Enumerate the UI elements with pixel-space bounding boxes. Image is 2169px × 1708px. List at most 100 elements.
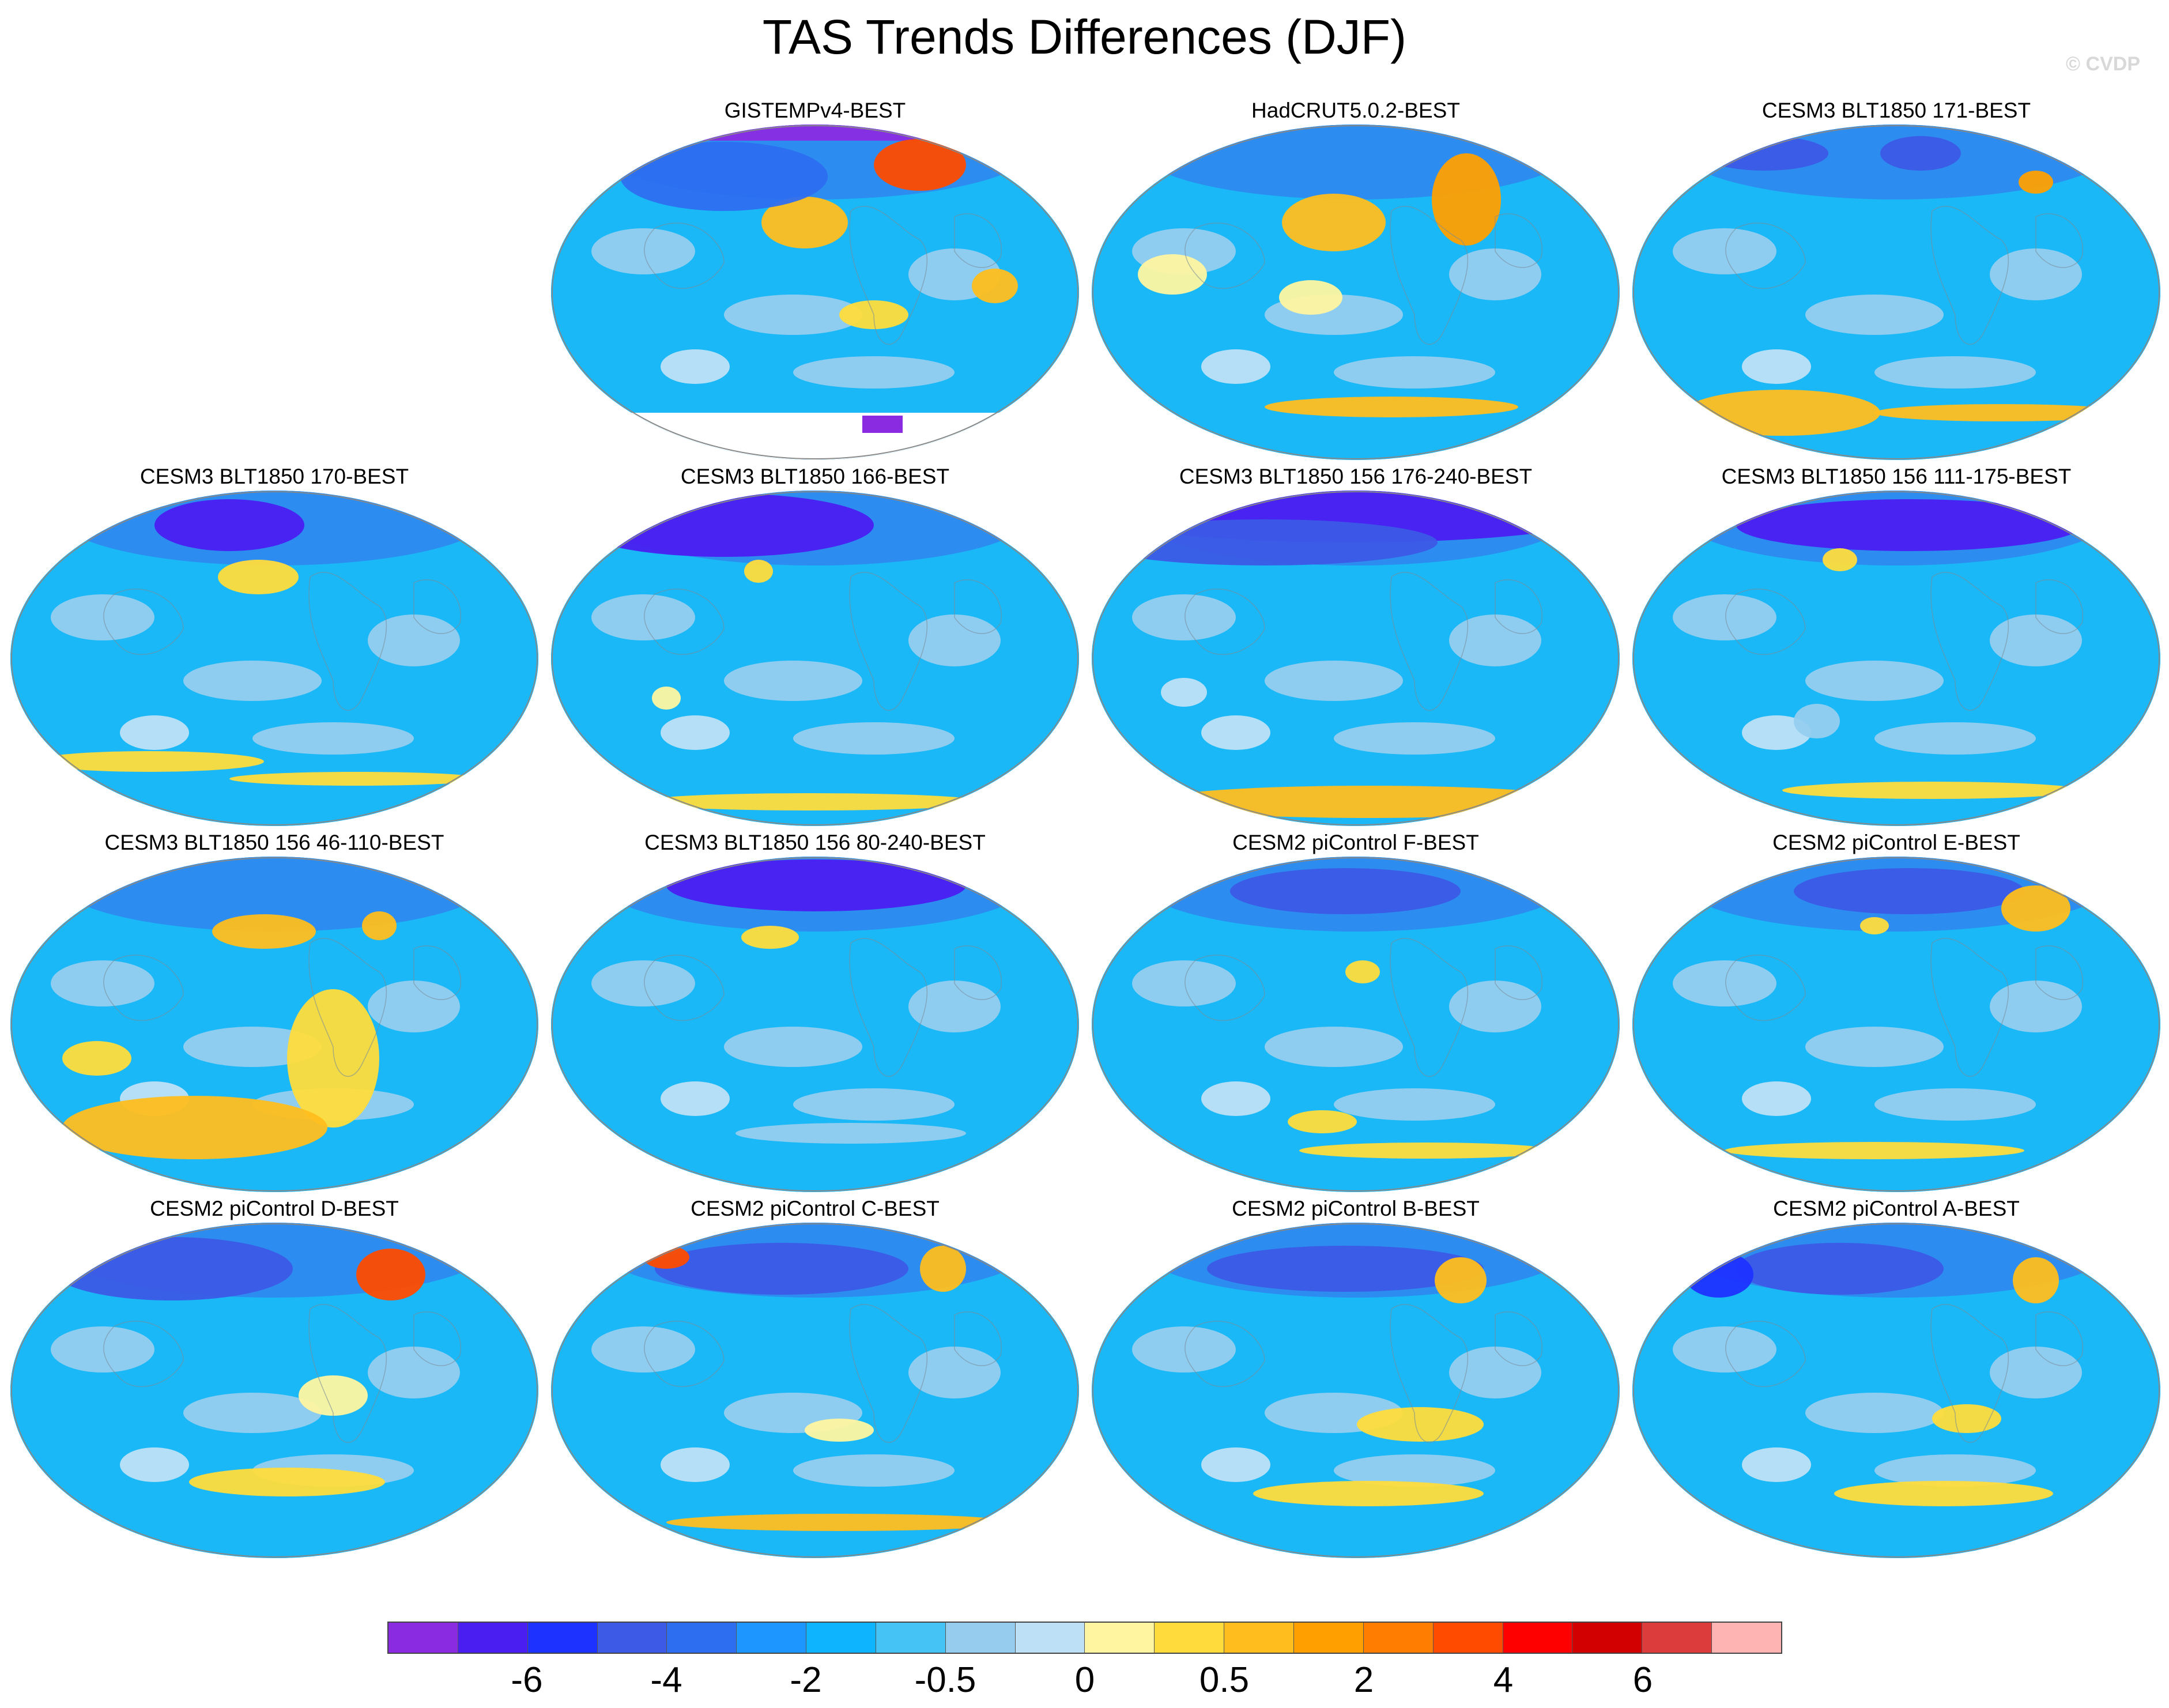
anomaly-region [643, 1246, 689, 1269]
anomaly-region [1132, 960, 1236, 1006]
anomaly-region [51, 1237, 293, 1300]
colorbar-tick-label: 4 [1493, 1660, 1514, 1700]
coastline [1185, 1304, 1543, 1443]
panel-title: GISTEMPv4-BEST [724, 99, 906, 122]
anomaly-region [1742, 715, 1811, 750]
colorbar-swatch [737, 1623, 807, 1653]
colorbar-swatch [945, 1623, 1016, 1653]
anomaly-region [666, 859, 966, 911]
anomaly-region [183, 661, 322, 701]
map-field [551, 857, 1079, 1192]
map-field [10, 857, 538, 1192]
anomaly-region [908, 614, 1001, 666]
map-outline [1092, 857, 1619, 1192]
map-field [1092, 491, 1620, 826]
anomaly-region [724, 1027, 862, 1067]
anomaly-region [1725, 1142, 2024, 1159]
anomaly-region [695, 125, 937, 141]
map-field [1092, 857, 1620, 1192]
anomaly-region [1742, 1447, 1811, 1482]
anomaly-region [120, 1447, 189, 1482]
anomaly-region [1834, 1481, 2053, 1506]
map-field [551, 1223, 1079, 1558]
anomaly-region [735, 1123, 966, 1144]
colorbar-swatch [1015, 1623, 1085, 1653]
anomaly-region [908, 1347, 1001, 1398]
anomaly-region [1201, 1081, 1270, 1116]
anomaly-region [252, 722, 414, 755]
anomaly-region [1742, 1081, 1811, 1116]
map-outline [11, 1223, 538, 1558]
anomaly-region [1874, 722, 2036, 755]
map-field [1092, 125, 1620, 460]
anomaly-region [1357, 1407, 1484, 1442]
colorbar-swatch [1712, 1623, 1781, 1653]
global-map [1632, 857, 2160, 1192]
coastline [1725, 938, 2084, 1077]
coastline [103, 572, 462, 711]
anomaly-region [652, 687, 681, 710]
anomaly-region [1805, 295, 1944, 335]
anomaly-region [1990, 981, 2082, 1032]
anomaly-region [1138, 254, 1207, 295]
colorbar-tick-label: -4 [650, 1660, 682, 1700]
map-outline [1633, 125, 2160, 459]
panel-title: CESM3 BLT1850 166-BEST [680, 465, 950, 488]
colorbar-tick-label: -2 [790, 1660, 822, 1700]
anomaly-region [120, 715, 189, 750]
global-map [551, 857, 1079, 1192]
anomaly-region [2019, 171, 2053, 194]
anomaly-region [1132, 1326, 1236, 1373]
coastline [103, 1304, 462, 1443]
anomaly-region [793, 1088, 955, 1121]
anomaly-region [218, 560, 299, 594]
anomaly-region [1794, 868, 2024, 914]
map-outline [1633, 491, 2160, 825]
anomaly-region [356, 1249, 425, 1300]
map-panel: CESM3 BLT1850 171-BEST [1632, 98, 2160, 461]
anomaly-region [362, 911, 397, 940]
colorbar-tick-label: 6 [1632, 1660, 1653, 1700]
anomaly-region [1880, 136, 1961, 171]
anomaly-region [1805, 1393, 1944, 1433]
anomaly-region [1990, 614, 2082, 666]
anomaly-region [638, 793, 983, 810]
anomaly-region [1265, 397, 1518, 417]
anomaly-region [591, 960, 695, 1006]
anomaly-region [908, 981, 1001, 1032]
map-panel: CESM2 piControl F-BEST [1092, 830, 1620, 1193]
anomaly-region [1874, 404, 2128, 421]
map-panel: CESM2 piControl B-BEST [1092, 1196, 1620, 1559]
panel-title: CESM2 piControl E-BEST [1772, 831, 2020, 854]
anomaly-region [1201, 1447, 1270, 1482]
colorbar-tick-label: -6 [511, 1660, 543, 1700]
map-panel: CESM3 BLT1850 156 46-110-BEST [10, 830, 538, 1193]
global-map [10, 491, 538, 826]
global-map [10, 1223, 538, 1558]
anomaly-region [793, 356, 955, 389]
anomaly-region [591, 594, 695, 640]
anomaly-region [620, 142, 828, 211]
panel-title: CESM3 BLT1850 170-BEST [139, 465, 409, 488]
map-field [1632, 125, 2160, 460]
panel-title: CESM3 BLT1850 156 176-240-BEST [1179, 465, 1533, 488]
anomaly-region [1736, 499, 2082, 551]
anomaly-region [189, 1468, 385, 1496]
anomaly-region [1265, 1027, 1403, 1067]
anomaly-region [591, 228, 695, 274]
colorbar-swatch [1503, 1623, 1573, 1653]
panel-title: CESM3 BLT1850 156 111-175-BEST [1721, 465, 2072, 488]
anomaly-region [724, 295, 862, 335]
anomaly-region [1990, 1347, 2082, 1398]
coastline [103, 938, 462, 1077]
anomaly-region [1990, 248, 2082, 300]
colorbar-swatch [1224, 1623, 1294, 1653]
colorbar-swatch [1293, 1623, 1364, 1653]
anomaly-region [51, 960, 154, 1006]
colorbar-tick-label: 0 [1074, 1660, 1095, 1700]
map-panel: CESM2 piControl D-BEST [10, 1196, 538, 1559]
global-map [1092, 1223, 1620, 1558]
anomaly-region [1334, 1454, 1495, 1487]
panel-title: CESM3 BLT1850 156 46-110-BEST [104, 831, 444, 854]
anomaly-region [33, 751, 264, 772]
